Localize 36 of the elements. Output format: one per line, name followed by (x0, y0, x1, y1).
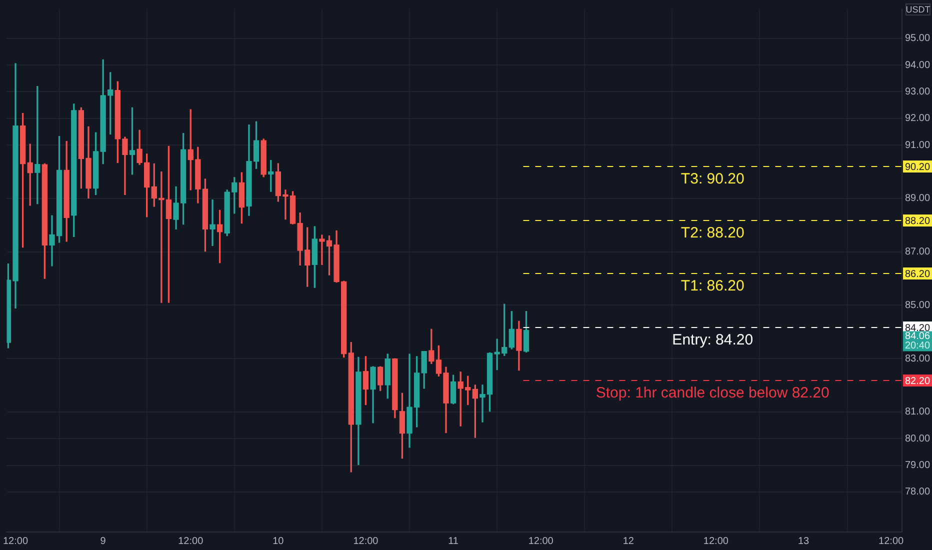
ref-line-label: Entry: 84.20 (672, 332, 754, 349)
text: 20:40 (904, 340, 930, 352)
y-tick-label: 78.00 (905, 486, 930, 498)
y-tick-label: 91.00 (905, 140, 930, 151)
y-tick-label: 89.00 (905, 193, 930, 204)
y-tick-label: 83.00 (905, 353, 930, 364)
x-tick-label: 12:00 (2, 536, 28, 547)
y-tick-label: 94.00 (905, 60, 930, 71)
x-tick-label: 12:00 (878, 536, 904, 547)
x-tick-label: 12:00 (353, 536, 379, 547)
y-tick-label: 79.00 (905, 460, 930, 472)
y-tick-label: 85.00 (905, 300, 930, 311)
x-tick-label: 12:00 (178, 536, 204, 547)
ref-line-label: T1: 86.20 (680, 278, 744, 295)
text: 84.06 (904, 331, 930, 342)
y-axis-title: USDT (906, 4, 931, 14)
ref-line-label: T2: 88.20 (680, 224, 744, 242)
x-tick-label: 10 (272, 536, 284, 547)
ref-line-label: T3: 90.20 (680, 170, 744, 188)
y-tick-label: 93.00 (905, 86, 930, 98)
x-tick-label: 11 (448, 536, 459, 547)
text: 88.20 (904, 216, 930, 227)
text: 82.20 (904, 376, 930, 387)
text: 86.20 (904, 268, 930, 280)
y-tick-label: 87.00 (905, 246, 930, 258)
y-tick-label: 95.00 (905, 33, 930, 44)
ref-line-label: Stop: 1hr candle close below 82.20 (596, 384, 830, 402)
x-tick-label: 12:00 (703, 536, 729, 547)
y-tick-label: 81.00 (905, 406, 930, 418)
x-tick-label: 12:00 (528, 536, 554, 547)
x-tick-label: 12 (622, 536, 634, 547)
x-tick-label: 9 (100, 536, 106, 547)
y-tick-label: 80.00 (905, 433, 930, 444)
x-tick-label: 13 (798, 536, 810, 547)
y-tick-label: 92.00 (905, 113, 930, 124)
text: 90.20 (904, 162, 930, 173)
